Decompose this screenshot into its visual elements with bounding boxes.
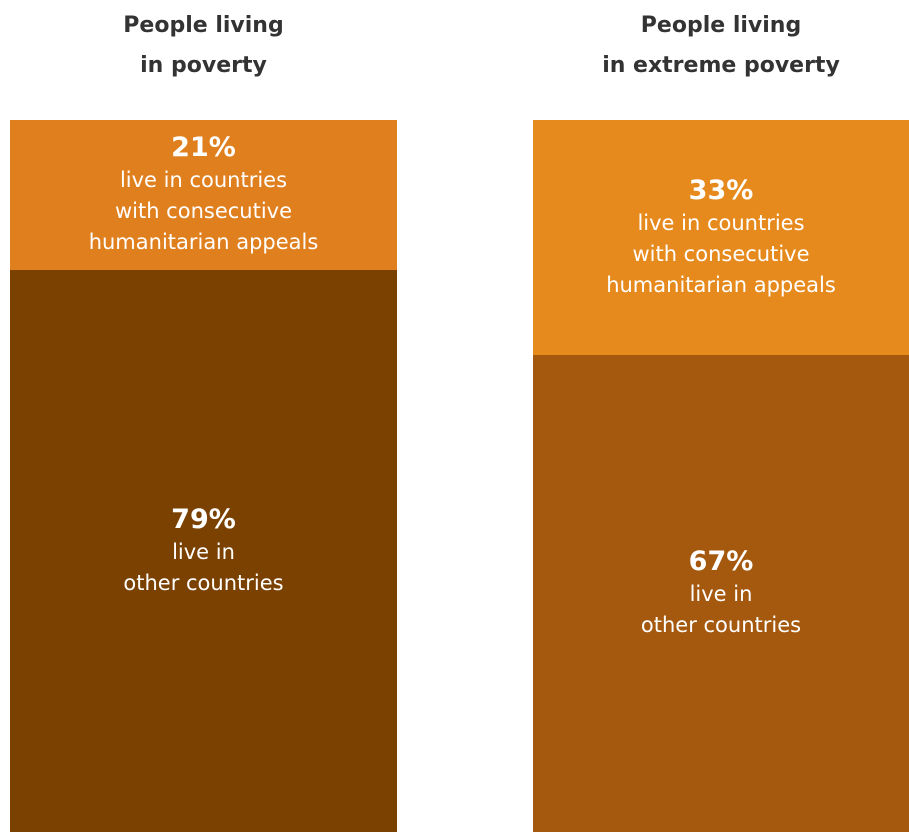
- chart-title-line-1: People living: [123, 13, 284, 38]
- chart-title-line-2: in extreme poverty: [602, 53, 840, 78]
- data-label-description: live in other countries: [640, 582, 802, 638]
- data-label-description: live in other countries: [123, 539, 284, 595]
- data-label-percent: 33%: [688, 174, 754, 206]
- bar-segment-humanitarian-appeals: 21% live in countries with consecutive h…: [10, 120, 397, 270]
- data-label-percent: 79%: [171, 503, 236, 535]
- chart-title: People living in poverty: [10, 6, 397, 86]
- chart-title-line-2: in poverty: [140, 53, 267, 78]
- data-label-percent: 21%: [171, 132, 236, 164]
- stacked-bar: 21% live in countries with consecutive h…: [10, 120, 397, 832]
- poverty-chart: People living in poverty 21% live in cou…: [10, 0, 397, 832]
- data-label-percent: 67%: [688, 546, 754, 578]
- bar-segment-other-countries: 67% live in other countries: [533, 354, 909, 832]
- data-label-description: live in countries with consecutive human…: [88, 168, 319, 255]
- data-label-description: live in countries with consecutive human…: [606, 210, 836, 297]
- bar-segment-other-countries: 79% live in other countries: [10, 269, 397, 832]
- chart-title: People living in extreme poverty: [533, 6, 909, 86]
- stacked-bar: 33% live in countries with consecutive h…: [533, 120, 909, 832]
- bar-segment-humanitarian-appeals: 33% live in countries with consecutive h…: [533, 120, 909, 355]
- chart-title-line-1: People living: [640, 13, 802, 38]
- extreme-poverty-chart: People living in extreme poverty 33% liv…: [533, 0, 909, 832]
